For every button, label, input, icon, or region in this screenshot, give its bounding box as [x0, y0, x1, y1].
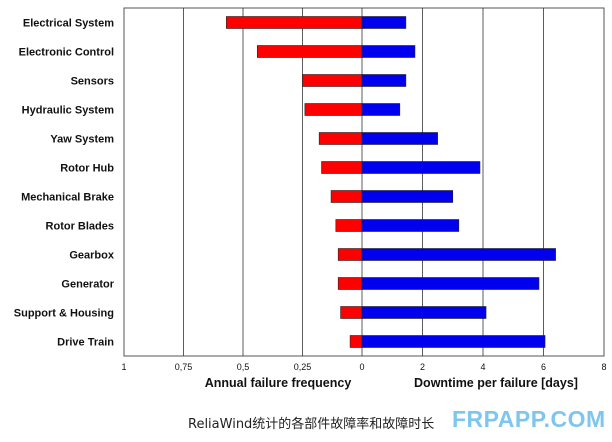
x-tick-label-left: 1	[121, 362, 126, 372]
x-tick-label-right: 8	[601, 362, 606, 372]
left-axis-title: Annual failure frequency	[205, 376, 352, 390]
frequency-bar	[256, 45, 363, 58]
category-label: Sensors	[71, 76, 114, 88]
frequency-bar	[349, 335, 363, 348]
right-axis-title: Downtime per failure [days]	[414, 376, 578, 390]
downtime-bar	[361, 248, 556, 261]
downtime-bar	[361, 335, 546, 348]
chart: Electrical System Electronic Control Senso…	[14, 7, 607, 390]
category-label: Generator	[61, 279, 114, 291]
frequency-bar	[335, 219, 363, 232]
downtime-bar	[361, 277, 540, 290]
x-tick-label-right: 6	[541, 362, 546, 372]
downtime-bar	[361, 190, 454, 203]
category-label: Rotor Hub	[60, 163, 114, 175]
frequency-bar	[302, 74, 363, 87]
frequency-bar	[318, 132, 363, 145]
x-tick-label-left: 0,75	[175, 362, 193, 372]
frequency-bar	[226, 16, 363, 29]
frequency-bar	[340, 306, 363, 319]
downtime-bar	[361, 103, 401, 116]
category-label: Electronic Control	[19, 47, 114, 59]
plot-frame	[123, 7, 605, 357]
category-label: Rotor Blades	[46, 221, 114, 233]
downtime-bar	[361, 219, 460, 232]
downtime-bar	[361, 161, 481, 174]
frequency-bar	[337, 277, 363, 290]
category-label: Hydraulic System	[22, 105, 115, 117]
frequency-bar	[330, 190, 363, 203]
category-label: Yaw System	[50, 134, 114, 146]
caption-row: ReliaWind统计的各部件故障率和故障时长 FRPAPP.COM	[0, 403, 612, 439]
downtime-bar	[361, 45, 416, 58]
chart-svg: Electrical System Electronic Control Senso…	[14, 7, 607, 390]
x-tick-label-left: 0,25	[294, 362, 312, 372]
category-label: Electrical System	[23, 18, 114, 30]
x-tick-label-left: 0,5	[237, 362, 250, 372]
downtime-bar	[361, 74, 407, 87]
frequency-bar	[321, 161, 363, 174]
x-tick-label-right: 2	[420, 362, 425, 372]
category-label: Support & Housing	[14, 308, 114, 320]
frequency-bar	[337, 248, 363, 261]
frequency-bar	[304, 103, 363, 116]
figure-caption: ReliaWind统计的各部件故障率和故障时长	[188, 417, 435, 432]
downtime-bar	[361, 16, 407, 29]
downtime-bar	[361, 132, 438, 145]
category-label: Drive Train	[57, 337, 114, 349]
category-label: Gearbox	[69, 250, 115, 262]
x-tick-label-right: 4	[480, 362, 485, 372]
category-label: Mechanical Brake	[21, 192, 114, 204]
watermark: FRPAPP.COM	[452, 406, 606, 432]
downtime-bar	[361, 306, 487, 319]
x-tick-label-left: 0	[359, 362, 364, 372]
